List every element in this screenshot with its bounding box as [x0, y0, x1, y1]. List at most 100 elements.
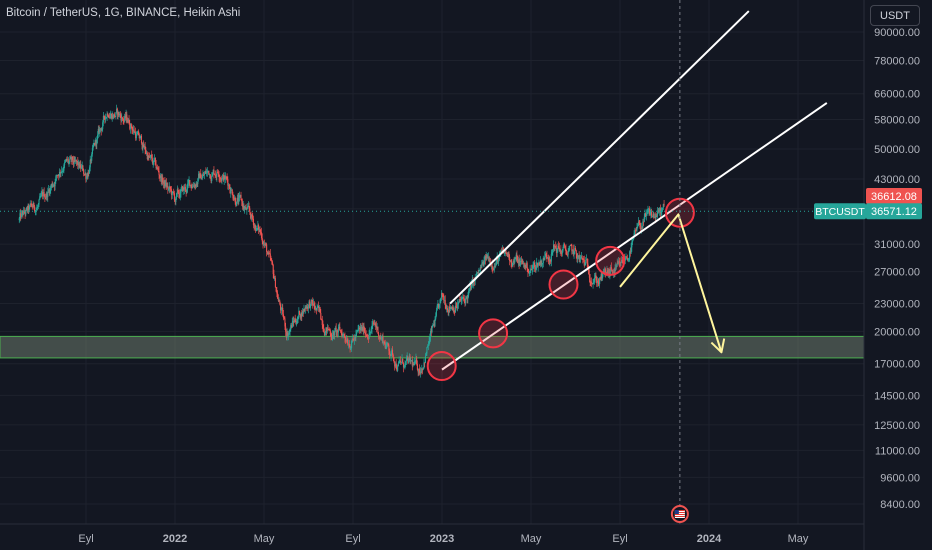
candle-body — [497, 256, 499, 262]
candle-body — [23, 210, 25, 215]
candle-body — [270, 257, 272, 261]
candle-body — [383, 341, 385, 343]
candle-body — [115, 112, 117, 117]
candle-body — [274, 278, 276, 280]
candle-body — [365, 334, 367, 336]
candle-body — [506, 253, 508, 257]
candle-body — [18, 218, 20, 220]
projection-path[interactable] — [619, 213, 723, 353]
candle-body — [552, 249, 554, 253]
candle-body — [140, 135, 143, 144]
candle-body — [487, 257, 489, 259]
candle-body — [351, 338, 353, 342]
price-tick-label: 43000.00 — [874, 174, 920, 186]
candle-body — [124, 116, 126, 121]
candle-body — [117, 112, 119, 115]
candle-body — [329, 329, 331, 331]
candle-body — [31, 203, 33, 206]
candle-body — [169, 186, 171, 189]
candle-body — [329, 330, 331, 335]
candle-body — [242, 205, 244, 207]
time-axis[interactable]: Eyl 2022 May Eyl 2023 May Eyl 2024 May — [0, 523, 864, 545]
candle-body — [547, 257, 549, 260]
candle-body — [369, 332, 371, 334]
candle-body — [318, 307, 320, 309]
candle-body — [605, 272, 607, 274]
candle-body — [333, 331, 335, 336]
candle-body — [215, 175, 217, 178]
candle-body — [216, 171, 218, 178]
candle-body — [165, 182, 167, 187]
candle-body — [607, 270, 609, 274]
candle-body — [438, 303, 440, 308]
trendline-2[interactable] — [441, 102, 828, 371]
price-axis[interactable]: 90000.00 78000.00 66000.00 58000.00 50000.00… — [863, 0, 932, 550]
projection-arrow[interactable] — [619, 213, 726, 354]
candle-body — [527, 268, 529, 273]
candle-body — [132, 130, 134, 132]
candle-body — [591, 283, 593, 285]
last-price-tag — [866, 188, 922, 205]
candle-body — [83, 173, 85, 175]
candle-body — [57, 174, 59, 176]
candle-body — [577, 255, 579, 258]
candle-body — [276, 291, 278, 294]
candle-body — [139, 136, 141, 139]
candle-body — [361, 327, 364, 331]
candle-body — [125, 114, 127, 118]
candle-body — [78, 162, 80, 168]
candle-body — [213, 170, 215, 174]
candle-body — [542, 263, 544, 265]
candle-body — [590, 281, 592, 283]
candle-body — [135, 135, 137, 139]
candle-body — [150, 154, 152, 156]
candle-body — [465, 298, 467, 304]
candle-body — [91, 154, 93, 161]
candle-body — [629, 251, 631, 254]
candle-body — [645, 213, 647, 216]
candle-body — [128, 119, 130, 124]
candle-body — [308, 301, 310, 305]
candle-body — [551, 252, 553, 255]
candle-body — [83, 170, 85, 174]
candle-body — [580, 256, 582, 258]
candle-body — [537, 264, 539, 267]
candle-body — [170, 189, 173, 196]
candle-body — [303, 308, 305, 313]
candle-body — [634, 230, 636, 234]
candle-body — [337, 328, 339, 333]
candle-body — [59, 171, 61, 173]
price-tick-label: 8400.00 — [880, 499, 920, 511]
candle-body — [55, 176, 57, 182]
trendlines[interactable] — [441, 10, 828, 371]
candle-body — [274, 278, 276, 288]
price-tick-label: 17000.00 — [874, 359, 920, 371]
candle-body — [47, 189, 50, 192]
candle-body — [257, 225, 259, 228]
touch-circle-3 — [548, 269, 579, 300]
candle-body — [341, 332, 343, 337]
currency-button[interactable]: USDT — [870, 5, 920, 26]
touch-circle-2 — [478, 318, 509, 349]
symbol-title[interactable]: Bitcoin / TetherUS, 1G, BINANCE, Heikin … — [6, 7, 241, 19]
candle-body — [50, 187, 52, 190]
candle-body — [25, 210, 27, 215]
candle-body — [56, 175, 58, 177]
candle-body — [629, 251, 631, 259]
candle-body — [159, 175, 161, 178]
candle-body — [178, 193, 181, 198]
candle-body — [196, 183, 198, 185]
trendline-1[interactable] — [449, 10, 750, 305]
candle-body — [618, 261, 620, 264]
candle-body — [370, 329, 372, 332]
candle-body — [174, 199, 176, 202]
candle-body — [446, 308, 448, 311]
candle-body — [462, 297, 465, 299]
us-flag-event-icon[interactable] — [670, 505, 689, 523]
candle-body — [627, 258, 629, 261]
candle-body — [361, 327, 363, 331]
candle-body — [208, 174, 211, 176]
candle-body — [519, 262, 521, 266]
candle-body — [223, 176, 225, 181]
